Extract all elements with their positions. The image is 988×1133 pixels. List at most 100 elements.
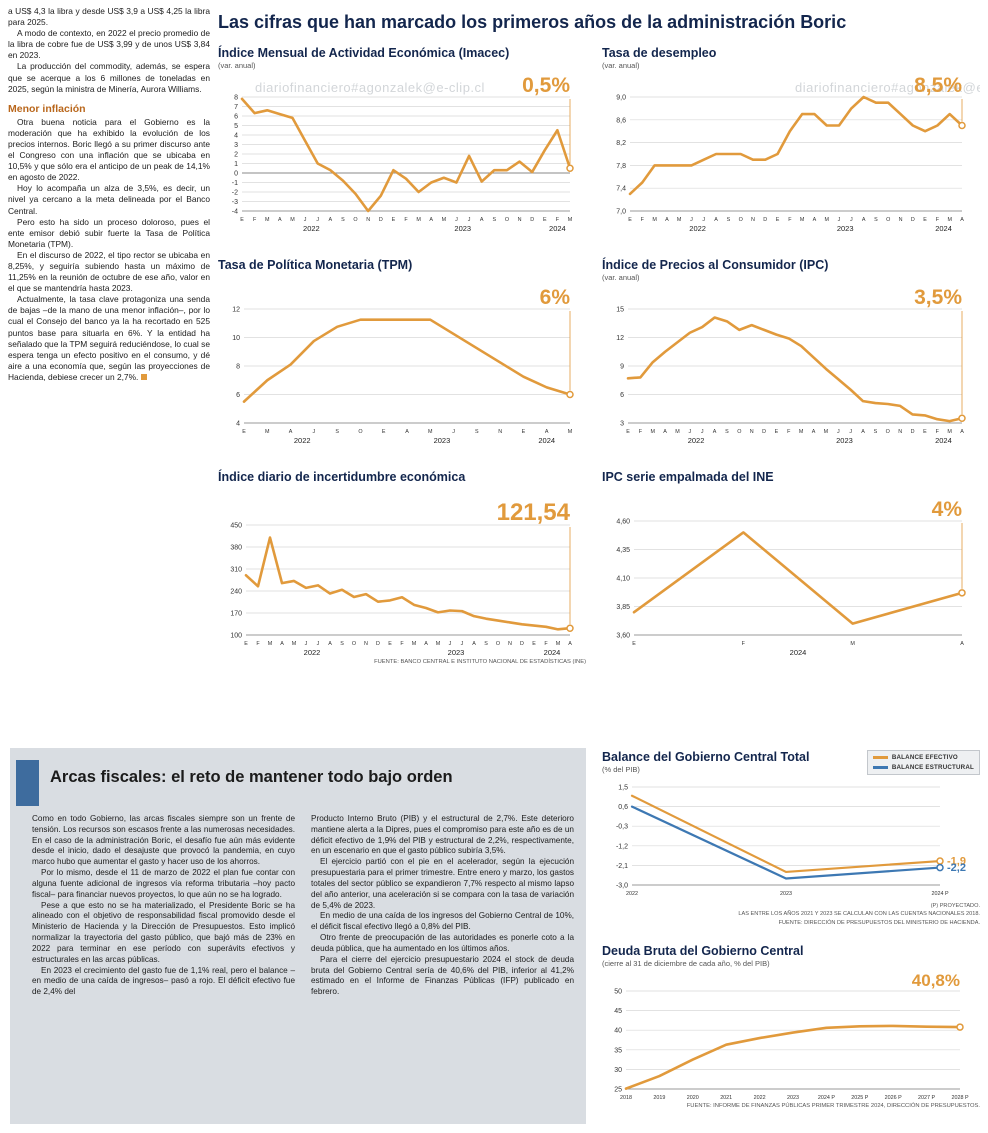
svg-text:A: A (568, 641, 572, 647)
svg-text:2027 P: 2027 P (918, 1095, 935, 1101)
svg-text:45: 45 (614, 1008, 622, 1015)
fiscal-paragraph: Por lo mismo, desde el 11 de marzo de 20… (32, 868, 295, 899)
svg-text:N: N (898, 429, 902, 435)
desempleo-line-chart: 9,08,68,27,87,47,0E F M A M J J A S O N D E F M A M J J A S O… (616, 74, 966, 233)
chart-deuda: Deuda Bruta del Gobierno Central (cierre… (602, 944, 980, 1109)
svg-text:F: F (936, 217, 940, 223)
legend-item-efectivo: BALANCE EFECTIVO (872, 754, 974, 761)
svg-text:J: J (305, 641, 308, 647)
chart-title: Índice de Precios al Consumidor (IPC) (602, 258, 829, 272)
svg-text:D: D (520, 641, 524, 647)
svg-text:D: D (763, 217, 767, 223)
svg-text:O: O (353, 217, 357, 223)
svg-text:0,5%: 0,5% (522, 74, 570, 97)
svg-text:-2,2: -2,2 (947, 862, 966, 874)
svg-text:-1,2: -1,2 (616, 843, 628, 850)
svg-text:2024 P: 2024 P (931, 891, 948, 897)
svg-text:F: F (256, 641, 260, 647)
svg-text:J: J (449, 641, 452, 647)
svg-text:A: A (545, 429, 549, 435)
svg-text:F: F (253, 217, 257, 223)
svg-text:F: F (787, 429, 791, 435)
svg-text:D: D (376, 641, 380, 647)
svg-text:J: J (313, 429, 316, 435)
svg-text:D: D (911, 217, 915, 223)
chart-title: Balance del Gobierno Central Total (602, 750, 810, 764)
chart-incertidumbre: Índice diario de incertidumbre económica… (218, 470, 586, 665)
svg-text:2021: 2021 (720, 1095, 732, 1101)
svg-text:15: 15 (616, 307, 624, 314)
svg-text:A: A (960, 641, 964, 647)
svg-text:310: 310 (230, 567, 242, 574)
svg-text:E: E (240, 217, 244, 223)
svg-text:-0,3: -0,3 (616, 824, 628, 831)
chart-title: Tasa de Política Monetaria (TPM) (218, 258, 413, 272)
svg-text:M: M (947, 429, 952, 435)
svg-text:2023: 2023 (454, 224, 471, 233)
svg-text:-3,0: -3,0 (616, 883, 628, 890)
svg-text:8: 8 (234, 95, 238, 102)
svg-text:12: 12 (616, 335, 624, 342)
svg-text:40: 40 (614, 1028, 622, 1035)
chart-title: Índice Mensual de Actividad Económica (I… (218, 46, 510, 60)
svg-text:M: M (436, 641, 441, 647)
svg-text:O: O (358, 429, 362, 435)
svg-text:2024: 2024 (538, 436, 555, 445)
chart-subtitle (218, 273, 586, 282)
svg-text:A: A (329, 217, 333, 223)
chart-footnote: (P) PROYECTADO. (930, 903, 980, 909)
svg-text:4%: 4% (932, 498, 963, 521)
svg-text:N: N (364, 641, 368, 647)
chart-desempleo: Tasa de desempleo (var. anual) 9,0 8,6 8,2… (602, 46, 978, 235)
svg-text:4: 4 (234, 133, 238, 140)
article-paragraph: La producción del commodity, además, se … (8, 61, 210, 94)
svg-text:M: M (268, 641, 273, 647)
svg-text:0,6: 0,6 (618, 804, 628, 811)
svg-text:25: 25 (614, 1087, 622, 1094)
svg-text:7,8: 7,8 (616, 163, 626, 170)
svg-text:F: F (639, 429, 643, 435)
svg-text:A: A (714, 217, 718, 223)
svg-text:F: F (556, 217, 560, 223)
svg-text:2023: 2023 (787, 1095, 799, 1101)
svg-text:S: S (725, 429, 729, 435)
svg-text:E: E (923, 429, 927, 435)
svg-text:N: N (366, 217, 370, 223)
legend-label: BALANCE EFECTIVO (891, 754, 958, 761)
svg-text:2018: 2018 (620, 1095, 632, 1101)
left-article-column: a US$ 4,3 la libra y desde US$ 3,9 a US$… (8, 6, 210, 383)
svg-text:E: E (382, 429, 386, 435)
svg-text:2024: 2024 (790, 648, 807, 657)
svg-text:6%: 6% (540, 286, 571, 309)
svg-text:1: 1 (234, 161, 238, 168)
svg-text:O: O (352, 641, 356, 647)
main-headline: Las cifras que han marcado los primeros … (218, 12, 847, 32)
svg-text:3: 3 (234, 142, 238, 149)
svg-text:S: S (493, 217, 497, 223)
svg-text:J: J (316, 217, 319, 223)
chart-footnote: LAS ENTRE LOS AÑOS 2021 Y 2023 SE CALCUL… (738, 911, 980, 918)
svg-text:O: O (737, 429, 741, 435)
chart-title: Deuda Bruta del Gobierno Central (602, 944, 804, 958)
svg-text:-1,9: -1,9 (947, 856, 966, 868)
chart-balance: Balance del Gobierno Central Total (% de… (602, 750, 980, 927)
fiscal-columns: Como en todo Gobierno, las arcas fiscale… (32, 814, 574, 998)
svg-text:S: S (341, 217, 345, 223)
svg-text:F: F (788, 217, 792, 223)
svg-text:E: E (923, 217, 927, 223)
legend-label: BALANCE ESTRUCTURAL (891, 764, 974, 771)
fiscal-paragraph: Como en todo Gobierno, las arcas fiscale… (32, 814, 295, 867)
svg-text:5: 5 (234, 123, 238, 130)
svg-text:E: E (532, 641, 536, 647)
svg-text:10: 10 (232, 335, 240, 342)
svg-text:2023: 2023 (434, 436, 451, 445)
svg-text:F: F (544, 641, 548, 647)
svg-text:M: M (412, 641, 417, 647)
svg-text:240: 240 (230, 589, 242, 596)
svg-text:2022: 2022 (294, 436, 311, 445)
svg-text:9: 9 (620, 364, 624, 371)
svg-text:E: E (242, 429, 246, 435)
svg-text:2022: 2022 (303, 224, 320, 233)
